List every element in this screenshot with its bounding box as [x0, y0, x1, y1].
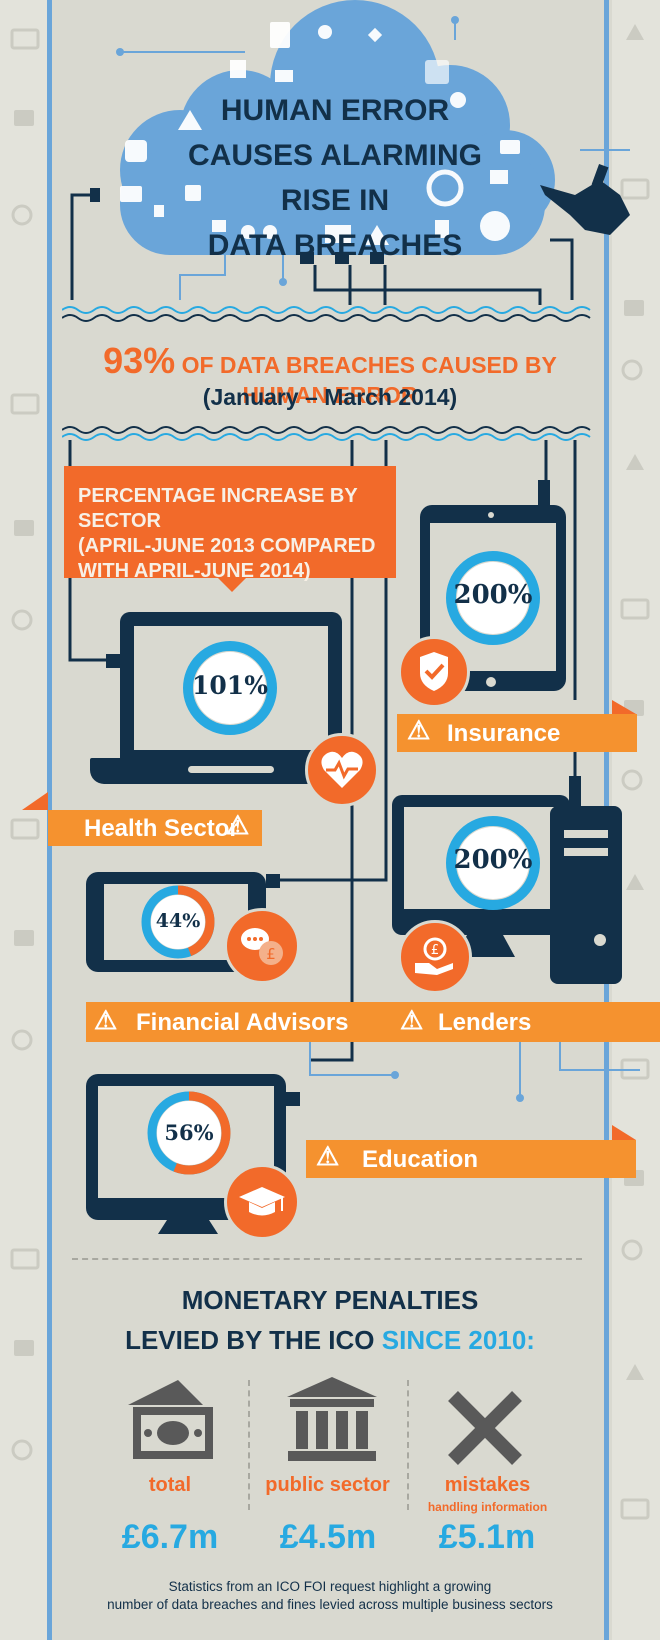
penalty-divider-1 — [248, 1380, 250, 1510]
insurance-banner-fold — [612, 700, 636, 714]
penalty-divider-2 — [407, 1380, 409, 1510]
stat-period: (January – March 2014) — [202, 384, 458, 410]
penalties-title-line-2: LEVIED BY THE ICO SINCE 2010: — [60, 1320, 600, 1360]
lenders-ring — [446, 816, 540, 910]
penalty-label-public: public sector — [265, 1474, 390, 1496]
footer-line-2: number of data breaches and fines levied… — [107, 1597, 553, 1612]
penalty-sublabel-mistakes: handling information — [427, 1500, 548, 1514]
financial-label: Financial Advisors — [136, 1009, 349, 1036]
warning-icon: ⚠ — [400, 1005, 424, 1035]
education-percent: 56% — [164, 1120, 214, 1145]
penalties-title-prefix: LEVIED BY THE ICO — [125, 1325, 382, 1355]
penalty-amount-mistakes: £5.1m — [438, 1518, 536, 1556]
health-percent: 101% — [192, 671, 268, 700]
insurance-ring — [446, 551, 540, 645]
insurance-banner: ⚠ Insurance — [397, 714, 637, 752]
wave-divider-top — [62, 306, 591, 322]
lenders-percent: 200% — [453, 845, 533, 875]
health-badge: 101% — [182, 640, 278, 736]
education-banner-fold — [612, 1125, 636, 1140]
warning-icon: ⚠ — [407, 715, 431, 745]
pound-hand-icon: £ — [398, 920, 472, 994]
stat-text: OF DATA BREACHES CAUSED BY HUMAN ERROR — [175, 352, 557, 408]
heart-icon — [305, 733, 379, 807]
svg-text:£: £ — [266, 945, 276, 963]
title-line-2: CAUSES ALARMING RISE IN — [188, 139, 482, 217]
page-title: HUMAN ERROR CAUSES ALARMING RISE IN DATA… — [150, 88, 520, 268]
penalty-amount-public: £4.5m — [279, 1518, 377, 1556]
footer-line-1: Statistics from an ICO FOI request highl… — [168, 1579, 492, 1594]
health-label: Health Sector — [84, 815, 239, 842]
cloud-graphic — [90, 0, 555, 264]
graduation-cap-icon — [224, 1164, 300, 1240]
tower-cable-plug — [569, 776, 581, 806]
sector-intro-line-3: WITH APRIL-JUNE 2014) — [78, 560, 311, 582]
tablet-cable-plug — [538, 480, 550, 506]
desktop-tower — [550, 806, 622, 984]
financial-banner: ⚠ Financial Advisors — [86, 1002, 396, 1042]
warning-icon: ⚠ — [316, 1141, 340, 1171]
lenders-label: Lenders — [438, 1009, 532, 1036]
title-line-3: DATA BREACHES — [207, 229, 463, 262]
penalties-title-since: SINCE 2010: — [381, 1325, 535, 1355]
education-cable-plug — [286, 1092, 300, 1106]
penalty-amount-total: £6.7m — [121, 1518, 219, 1556]
laptop-cable-plug — [106, 654, 120, 668]
education-banner: ⚠ Education — [306, 1140, 636, 1178]
financial-ring — [141, 885, 215, 959]
education-ring — [147, 1091, 231, 1175]
wave-divider-middle — [62, 426, 591, 441]
stat-headline: 93% OF DATA BREACHES CAUSED BY HUMAN ERR… — [60, 340, 600, 409]
health-banner: Health Sector ⚠ — [48, 810, 262, 846]
speech-bubble-icon: £ — [224, 908, 300, 984]
warning-icon: ⚠ — [226, 810, 250, 840]
financial-percent: 44% — [155, 910, 201, 932]
phone-cable-plug — [266, 874, 280, 888]
lenders-badge: 200% — [445, 815, 541, 911]
financial-badge: 44% — [140, 884, 216, 960]
penalties-title-line-1: MONETARY PENALTIES — [181, 1285, 479, 1315]
lenders-banner: ⚠ Lenders — [396, 1002, 660, 1042]
sector-intro-line-1: PERCENTAGE INCREASE BY SECTOR — [78, 485, 358, 532]
sector-intro-box: PERCENTAGE INCREASE BY SECTOR (APRIL-JUN… — [64, 466, 396, 582]
footer-note: Statistics from an ICO FOI request highl… — [60, 1578, 600, 1614]
education-monitor-stand — [158, 1220, 218, 1234]
svg-text:£: £ — [431, 943, 439, 958]
cross-icon — [448, 1391, 522, 1465]
insurance-percent: 200% — [453, 580, 533, 610]
penalties-title: MONETARY PENALTIES LEVIED BY THE ICO SIN… — [60, 1280, 600, 1360]
sector-intro-pointer — [218, 578, 246, 592]
penalty-label-total: total — [148, 1474, 192, 1496]
penalty-label-mistakes: mistakes — [444, 1474, 531, 1496]
pointer-hand-icon — [540, 163, 630, 235]
education-badge: 56% — [146, 1090, 232, 1176]
health-banner-fold — [22, 792, 48, 810]
stat-percent: 93% — [103, 340, 176, 381]
building-icon — [287, 1377, 377, 1461]
sector-intro-line-2: (APRIL-JUNE 2013 COMPARED — [78, 535, 376, 557]
insurance-badge: 200% — [445, 550, 541, 646]
education-label: Education — [362, 1146, 479, 1173]
money-icon — [128, 1380, 213, 1459]
health-ring — [183, 641, 277, 735]
shield-check-icon — [398, 636, 470, 708]
title-line-1: HUMAN ERROR — [220, 94, 450, 127]
warning-icon: ⚠ — [94, 1005, 118, 1035]
section-divider — [72, 1258, 582, 1260]
insurance-label: Insurance — [447, 720, 561, 747]
